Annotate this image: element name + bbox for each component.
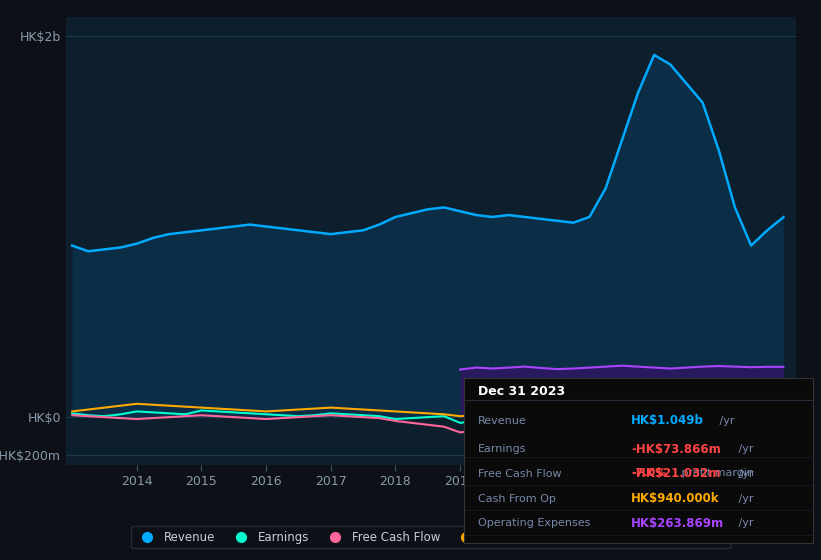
Text: /yr: /yr bbox=[735, 469, 754, 479]
Text: -7.0%: -7.0% bbox=[631, 468, 667, 478]
Text: Cash From Op: Cash From Op bbox=[478, 493, 556, 503]
Text: Dec 31 2023: Dec 31 2023 bbox=[478, 385, 565, 398]
Text: Revenue: Revenue bbox=[478, 416, 526, 426]
Text: /yr: /yr bbox=[735, 444, 754, 454]
Legend: Revenue, Earnings, Free Cash Flow, Cash From Op, Operating Expenses: Revenue, Earnings, Free Cash Flow, Cash … bbox=[131, 526, 732, 548]
Text: Earnings: Earnings bbox=[478, 444, 526, 454]
Text: Free Cash Flow: Free Cash Flow bbox=[478, 469, 562, 479]
Text: /yr: /yr bbox=[735, 493, 754, 503]
Text: -HK$73.866m: -HK$73.866m bbox=[631, 442, 721, 455]
Text: /yr: /yr bbox=[735, 519, 754, 529]
Text: /yr: /yr bbox=[716, 416, 735, 426]
Text: HK$1.049b: HK$1.049b bbox=[631, 414, 704, 427]
Text: profit margin: profit margin bbox=[678, 468, 754, 478]
Text: HK$940.000k: HK$940.000k bbox=[631, 492, 720, 505]
Text: -HK$21.032m: -HK$21.032m bbox=[631, 467, 721, 480]
Text: Operating Expenses: Operating Expenses bbox=[478, 519, 590, 529]
Text: HK$263.869m: HK$263.869m bbox=[631, 517, 724, 530]
